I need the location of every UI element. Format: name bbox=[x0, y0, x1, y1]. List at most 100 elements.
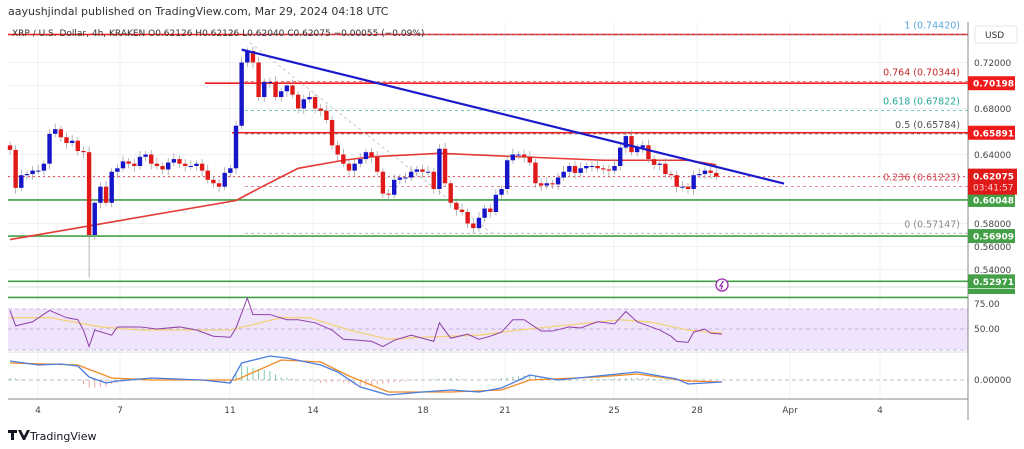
time-tick: 4 bbox=[35, 406, 41, 416]
candle-body bbox=[363, 152, 369, 160]
tradingview-logo[interactable]: TradingView bbox=[8, 430, 96, 443]
price-tick: 0.68000 bbox=[974, 105, 1011, 115]
candle-body bbox=[98, 186, 103, 203]
level-tag bbox=[968, 289, 1015, 294]
currency-box bbox=[974, 25, 1018, 44]
trendline[interactable] bbox=[241, 48, 785, 185]
candle-body bbox=[324, 110, 329, 120]
candle-body bbox=[544, 183, 549, 186]
candle-body bbox=[228, 168, 233, 173]
candle-body bbox=[471, 223, 476, 229]
candle-body bbox=[295, 94, 301, 109]
candle-countdown: 03:41:57 bbox=[973, 184, 1013, 194]
candle-body bbox=[459, 209, 465, 212]
fib-level-label: 0.236 (0.61223) bbox=[883, 172, 960, 183]
candle-body bbox=[166, 162, 171, 170]
candle-body bbox=[702, 170, 708, 175]
macd-line bbox=[9, 355, 722, 396]
candle-body bbox=[482, 208, 487, 218]
current-price-tag bbox=[968, 168, 1017, 195]
candle-body bbox=[143, 154, 148, 157]
candle-body bbox=[109, 171, 114, 203]
candle-body bbox=[572, 166, 578, 173]
price-tick: 0.72000 bbox=[974, 59, 1011, 69]
level-tag bbox=[968, 274, 1015, 289]
candle-body bbox=[194, 163, 199, 166]
fibonacci-retracement[interactable]: 1 (0.74420) 0.764 (0.70344) 0.618 (0.67822… bbox=[245, 21, 968, 234]
candle-body bbox=[69, 140, 75, 143]
candle-body bbox=[499, 189, 504, 195]
time-axis[interactable]: 4 7 11 14 18 21 25 28 Apr 4 bbox=[35, 406, 883, 416]
fib-level-label: 1 (0.74420) bbox=[904, 21, 960, 32]
candle-body bbox=[41, 163, 47, 171]
candle-body bbox=[516, 154, 521, 156]
candle-body bbox=[369, 152, 374, 157]
candle-body bbox=[392, 179, 397, 195]
candle-body bbox=[86, 152, 92, 235]
time-tick: 14 bbox=[307, 406, 319, 416]
published-note: aayushjindal published on TradingView.co… bbox=[8, 5, 389, 18]
candle-body bbox=[199, 163, 205, 171]
level-tag-label: 0.70198 bbox=[973, 80, 1014, 90]
candle-body bbox=[691, 175, 696, 189]
fib-level-label: 0.764 (0.70344) bbox=[883, 68, 960, 79]
candle-body bbox=[233, 125, 239, 169]
price-tick: 0.64000 bbox=[974, 151, 1011, 161]
candle-body bbox=[425, 171, 431, 173]
level-tag-label: 0.52971 bbox=[973, 278, 1014, 288]
price-tick: 0.58000 bbox=[974, 220, 1011, 230]
candle-body bbox=[697, 174, 702, 176]
rsi-tick: 50.00 bbox=[974, 325, 1000, 335]
price-tick: 0.56000 bbox=[974, 243, 1011, 253]
moving-average bbox=[9, 152, 717, 241]
alert-icon[interactable] bbox=[715, 278, 729, 292]
candle-body bbox=[521, 154, 527, 157]
level-tag-label: 0.56909 bbox=[973, 233, 1014, 243]
candle-body bbox=[177, 159, 182, 164]
candle-body bbox=[612, 166, 617, 171]
time-tick: 28 bbox=[691, 406, 703, 416]
candle-body bbox=[149, 154, 154, 164]
candle-body bbox=[205, 170, 210, 180]
candle-body bbox=[629, 136, 634, 153]
candle-body bbox=[651, 159, 657, 165]
symbol-legend[interactable]: XRP / U.S. Dollar, 4h, KRAKEN O0.62126 H… bbox=[12, 29, 424, 39]
time-tick: 11 bbox=[224, 406, 235, 416]
candle-body bbox=[188, 166, 193, 167]
fib-level-label: 0.618 (0.67822) bbox=[883, 97, 960, 108]
candle-body bbox=[307, 97, 312, 100]
candle-body bbox=[279, 91, 284, 97]
time-tick: 18 bbox=[417, 406, 429, 416]
price-axis[interactable]: USD0.720000.680000.640000.580000.560000.… bbox=[968, 25, 1018, 386]
rsi-pane bbox=[9, 296, 722, 349]
candle-body bbox=[589, 166, 595, 167]
candle-body bbox=[595, 166, 600, 169]
candle-body bbox=[386, 193, 391, 195]
level-tag bbox=[968, 76, 1015, 91]
candle-body bbox=[714, 172, 719, 177]
candle-body bbox=[30, 170, 35, 175]
candle-body bbox=[375, 156, 380, 172]
candle-body bbox=[64, 137, 69, 143]
fib-level-label: 0 (0.57147) bbox=[904, 219, 960, 230]
candle-body bbox=[634, 147, 640, 153]
candle-body bbox=[408, 171, 414, 178]
candle-body bbox=[318, 108, 323, 111]
candle-body bbox=[618, 147, 623, 166]
candle-body bbox=[13, 149, 18, 188]
candle-body bbox=[527, 156, 532, 163]
candle-body bbox=[120, 161, 126, 169]
candle-body bbox=[47, 133, 52, 164]
candle-body bbox=[24, 174, 30, 176]
candle-body bbox=[81, 151, 86, 153]
candle-body bbox=[505, 160, 510, 189]
level-tag bbox=[968, 192, 1015, 207]
candle-body bbox=[601, 168, 606, 170]
time-tick: 21 bbox=[499, 406, 510, 416]
candle-body bbox=[567, 166, 572, 172]
candle-body bbox=[476, 217, 482, 229]
candle-body bbox=[454, 202, 459, 210]
candle-body bbox=[335, 145, 340, 155]
time-tick: 25 bbox=[608, 406, 619, 416]
